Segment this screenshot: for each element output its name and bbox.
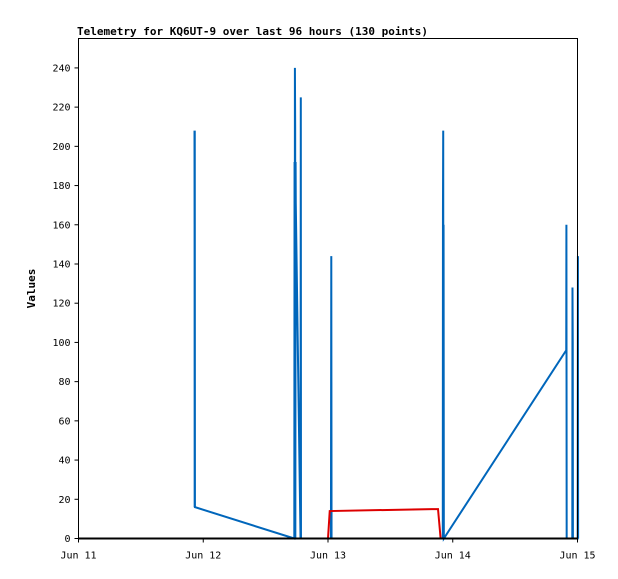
y-tick-label: 100	[52, 338, 70, 349]
y-axis-label: Values	[25, 269, 38, 309]
y-tick-label: 160	[52, 220, 70, 231]
y-tick-label: 220	[52, 103, 70, 114]
y-tick-label: 240	[52, 63, 70, 74]
y-tick-label: 0	[64, 534, 70, 545]
y-tick-label: 60	[58, 416, 70, 427]
plot-frame	[78, 38, 578, 539]
y-tick-label: 80	[58, 377, 70, 388]
x-tick-label: Jun 14	[435, 551, 471, 562]
y-axis-ticks: 0 20 40 60 80 100 120 140 160 180 200 220 240	[52, 63, 79, 545]
y-tick-label: 140	[52, 259, 70, 270]
series-line-1	[193, 67, 580, 542]
x-tick-label: Jun 12	[185, 551, 221, 562]
x-axis-ticks: Jun 11 Jun 12 Jun 13 Jun 14 Jun 15	[60, 538, 596, 562]
series-line-2	[317, 508, 444, 540]
y-tick-label: 180	[52, 181, 70, 192]
plot-area	[78, 67, 580, 542]
y-tick-label: 20	[58, 495, 70, 506]
y-tick-label: 40	[58, 456, 70, 467]
x-tick-label: Jun 15	[559, 551, 595, 562]
chart-title: Telemetry for KQ6UT-9 over last 96 hours…	[77, 25, 428, 38]
x-tick-label: Jun 13	[310, 551, 346, 562]
x-tick-label: Jun 11	[60, 551, 96, 562]
y-tick-label: 120	[52, 299, 70, 310]
y-tick-label: 200	[52, 142, 70, 153]
